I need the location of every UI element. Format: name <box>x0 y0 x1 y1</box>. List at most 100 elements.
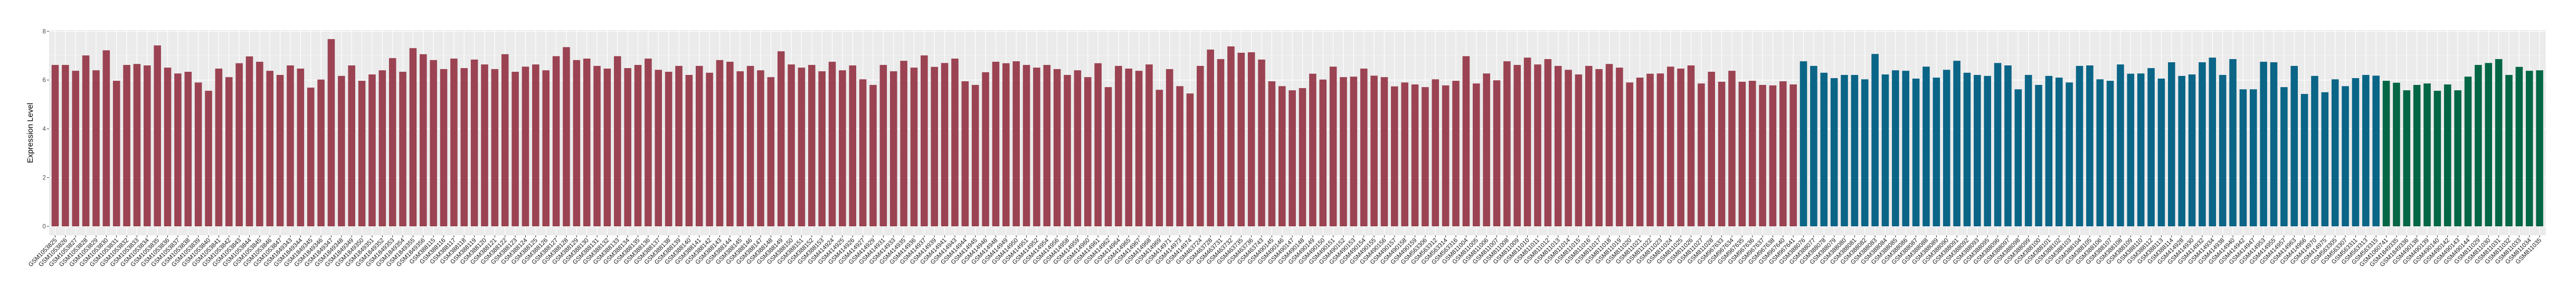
y-tick-label: 8 <box>42 28 45 35</box>
bar-GSM414971 <box>1166 69 1173 226</box>
bar-GSM811010 <box>1523 58 1531 226</box>
bar-GSM1053842 <box>225 77 233 226</box>
bar-GSM1053827 <box>72 71 80 226</box>
bar-GSM388152 <box>808 65 816 227</box>
bar-GSM414934 <box>2209 58 2217 226</box>
bar-GSM1849350 <box>358 81 366 226</box>
bar-GSM563314 <box>1442 85 1450 226</box>
bar-GSM967640 <box>1779 81 1787 226</box>
bar-GSM414968 <box>1145 64 1153 227</box>
bar-GSM414946 <box>982 72 989 226</box>
bar-GSM414975 <box>2321 92 2329 226</box>
bar-GSM388148 <box>767 77 775 226</box>
bar-GSM388127 <box>552 56 560 226</box>
bar-GSM414962 <box>1104 87 1112 226</box>
bar-GSM388117 <box>450 59 458 227</box>
bar-GSM388123 <box>512 72 519 226</box>
bar-GSM563315 <box>2372 75 2380 227</box>
bar-GSM1849348 <box>338 75 345 226</box>
bar-GSM388125 <box>532 64 539 227</box>
bar-GSM414954 <box>1043 65 1051 227</box>
bar-GSM490139 <box>2423 83 2431 226</box>
bar-GSM563311 <box>2352 78 2360 226</box>
bar-GSM414932 <box>2199 62 2206 227</box>
bar-GSM463724 <box>1197 65 1204 226</box>
bar-GSM388143 <box>716 60 724 226</box>
bar-GSM811027 <box>1698 83 1705 226</box>
bar-GSM388121 <box>491 69 499 226</box>
bar-GSM414956 <box>1053 69 1061 226</box>
bar-GSM490144 <box>2464 77 2472 226</box>
bar-GSM811032 <box>2505 75 2513 226</box>
bar-GSM811025 <box>1677 69 1684 226</box>
bar-GSM388120 <box>481 64 488 227</box>
bar-GSM490156 <box>1380 77 1388 226</box>
bar-GSM388076 <box>1800 61 1807 227</box>
bar-GSM388134 <box>624 68 631 226</box>
bar-GSM414970 <box>2311 75 2318 226</box>
bar-GSM490151 <box>1329 66 1337 226</box>
bar-GSM388105 <box>2086 65 2094 226</box>
bar-GSM811004 <box>1462 56 1470 226</box>
bar-GSM967636 <box>1748 81 1756 226</box>
bar-GSM414924 <box>828 62 836 227</box>
bar-GSM414937 <box>921 55 928 226</box>
bar-GSM388109 <box>2127 73 2135 226</box>
bar-GSM414958 <box>1064 75 1071 226</box>
bar-GSM414949 <box>1002 63 1010 226</box>
bar-GSM388140 <box>685 75 693 226</box>
bar-GSM463743 <box>1258 59 1265 227</box>
bar-GSM811030 <box>2485 63 2493 226</box>
bar-GSM388085 <box>1892 70 1899 227</box>
bar-GSM414928 <box>2178 75 2185 226</box>
bar-GSM388098 <box>2014 89 2022 226</box>
bar-GSM388089 <box>1933 78 1940 226</box>
bar-GSM388112 <box>2147 68 2155 226</box>
bar-GSM414965 <box>1125 69 1132 226</box>
bar-GSM490149 <box>1309 73 1317 226</box>
bar-GSM414945 <box>971 84 979 226</box>
bar-GSM1053839 <box>194 82 202 226</box>
bar-GSM388104 <box>2076 65 2083 226</box>
bar-GSM1053825 <box>51 65 59 227</box>
bar-GSM414966 <box>2300 94 2308 226</box>
bar-GSM811006 <box>1483 73 1490 226</box>
bar-GSM388146 <box>746 65 754 226</box>
bar-GSM414951 <box>1022 65 1030 227</box>
bar-GSM388108 <box>2117 64 2124 227</box>
bar-GSM811011 <box>1534 64 1541 227</box>
bar-GSM967634 <box>1728 71 1736 226</box>
bar-GSM1053835 <box>154 45 161 227</box>
bar-GSM414964 <box>1115 65 1122 226</box>
bar-GSM490158 <box>1401 82 1408 226</box>
bar-GSM1053846 <box>266 71 274 226</box>
bar-GSM414961 <box>1094 63 1102 226</box>
bar-GSM388153 <box>818 71 826 226</box>
bar-GSM414967 <box>1135 71 1143 226</box>
bar-GSM388107 <box>2106 81 2114 226</box>
bar-GSM1849356 <box>420 54 427 227</box>
y-tick-label: 4 <box>42 126 46 132</box>
bar-GSM811009 <box>1513 65 1521 227</box>
bar-GSM388092 <box>1963 72 1971 226</box>
bar-GSM414929 <box>869 84 877 226</box>
bar-GSM1849336 <box>2403 90 2411 226</box>
bar-GSM1053845 <box>256 62 263 227</box>
bar-GSM490152 <box>1340 77 1347 226</box>
bar-GSM1060741 <box>2382 81 2390 226</box>
bar-GSM388122 <box>501 54 509 227</box>
bar-GSM388102 <box>2055 78 2063 226</box>
bar-GSM1849355 <box>409 48 417 227</box>
bar-GSM1053840 <box>205 91 212 226</box>
bar-GSM490154 <box>1360 69 1368 226</box>
bar-GSM414973 <box>1176 86 1183 226</box>
bar-GSM811012 <box>1544 59 1552 227</box>
bar-GSM388099 <box>2024 75 2032 226</box>
bar-GSM414959 <box>1074 70 1082 227</box>
bar-GSM811024 <box>1666 66 1674 226</box>
bar-GSM967638 <box>1769 85 1777 226</box>
bar-GSM563307 <box>2342 86 2349 226</box>
bar-GSM388151 <box>798 68 806 227</box>
bar-GSM388115 <box>430 60 437 226</box>
bar-GSM967637 <box>1759 84 1766 226</box>
